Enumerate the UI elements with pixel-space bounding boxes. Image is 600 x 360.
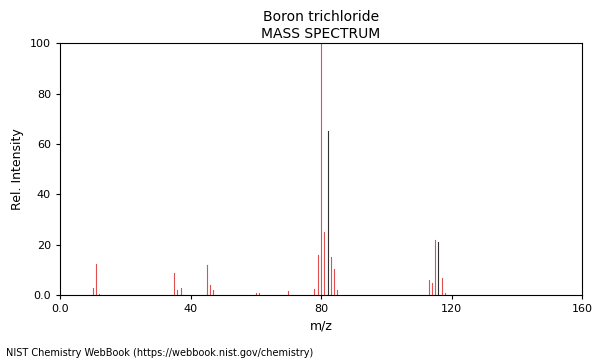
Title: Boron trichloride
MASS SPECTRUM: Boron trichloride MASS SPECTRUM (262, 10, 380, 41)
Text: NIST Chemistry WebBook (https://webbook.nist.gov/chemistry): NIST Chemistry WebBook (https://webbook.… (6, 348, 313, 358)
Y-axis label: Rel. Intensity: Rel. Intensity (11, 128, 25, 210)
X-axis label: m/z: m/z (310, 320, 332, 333)
